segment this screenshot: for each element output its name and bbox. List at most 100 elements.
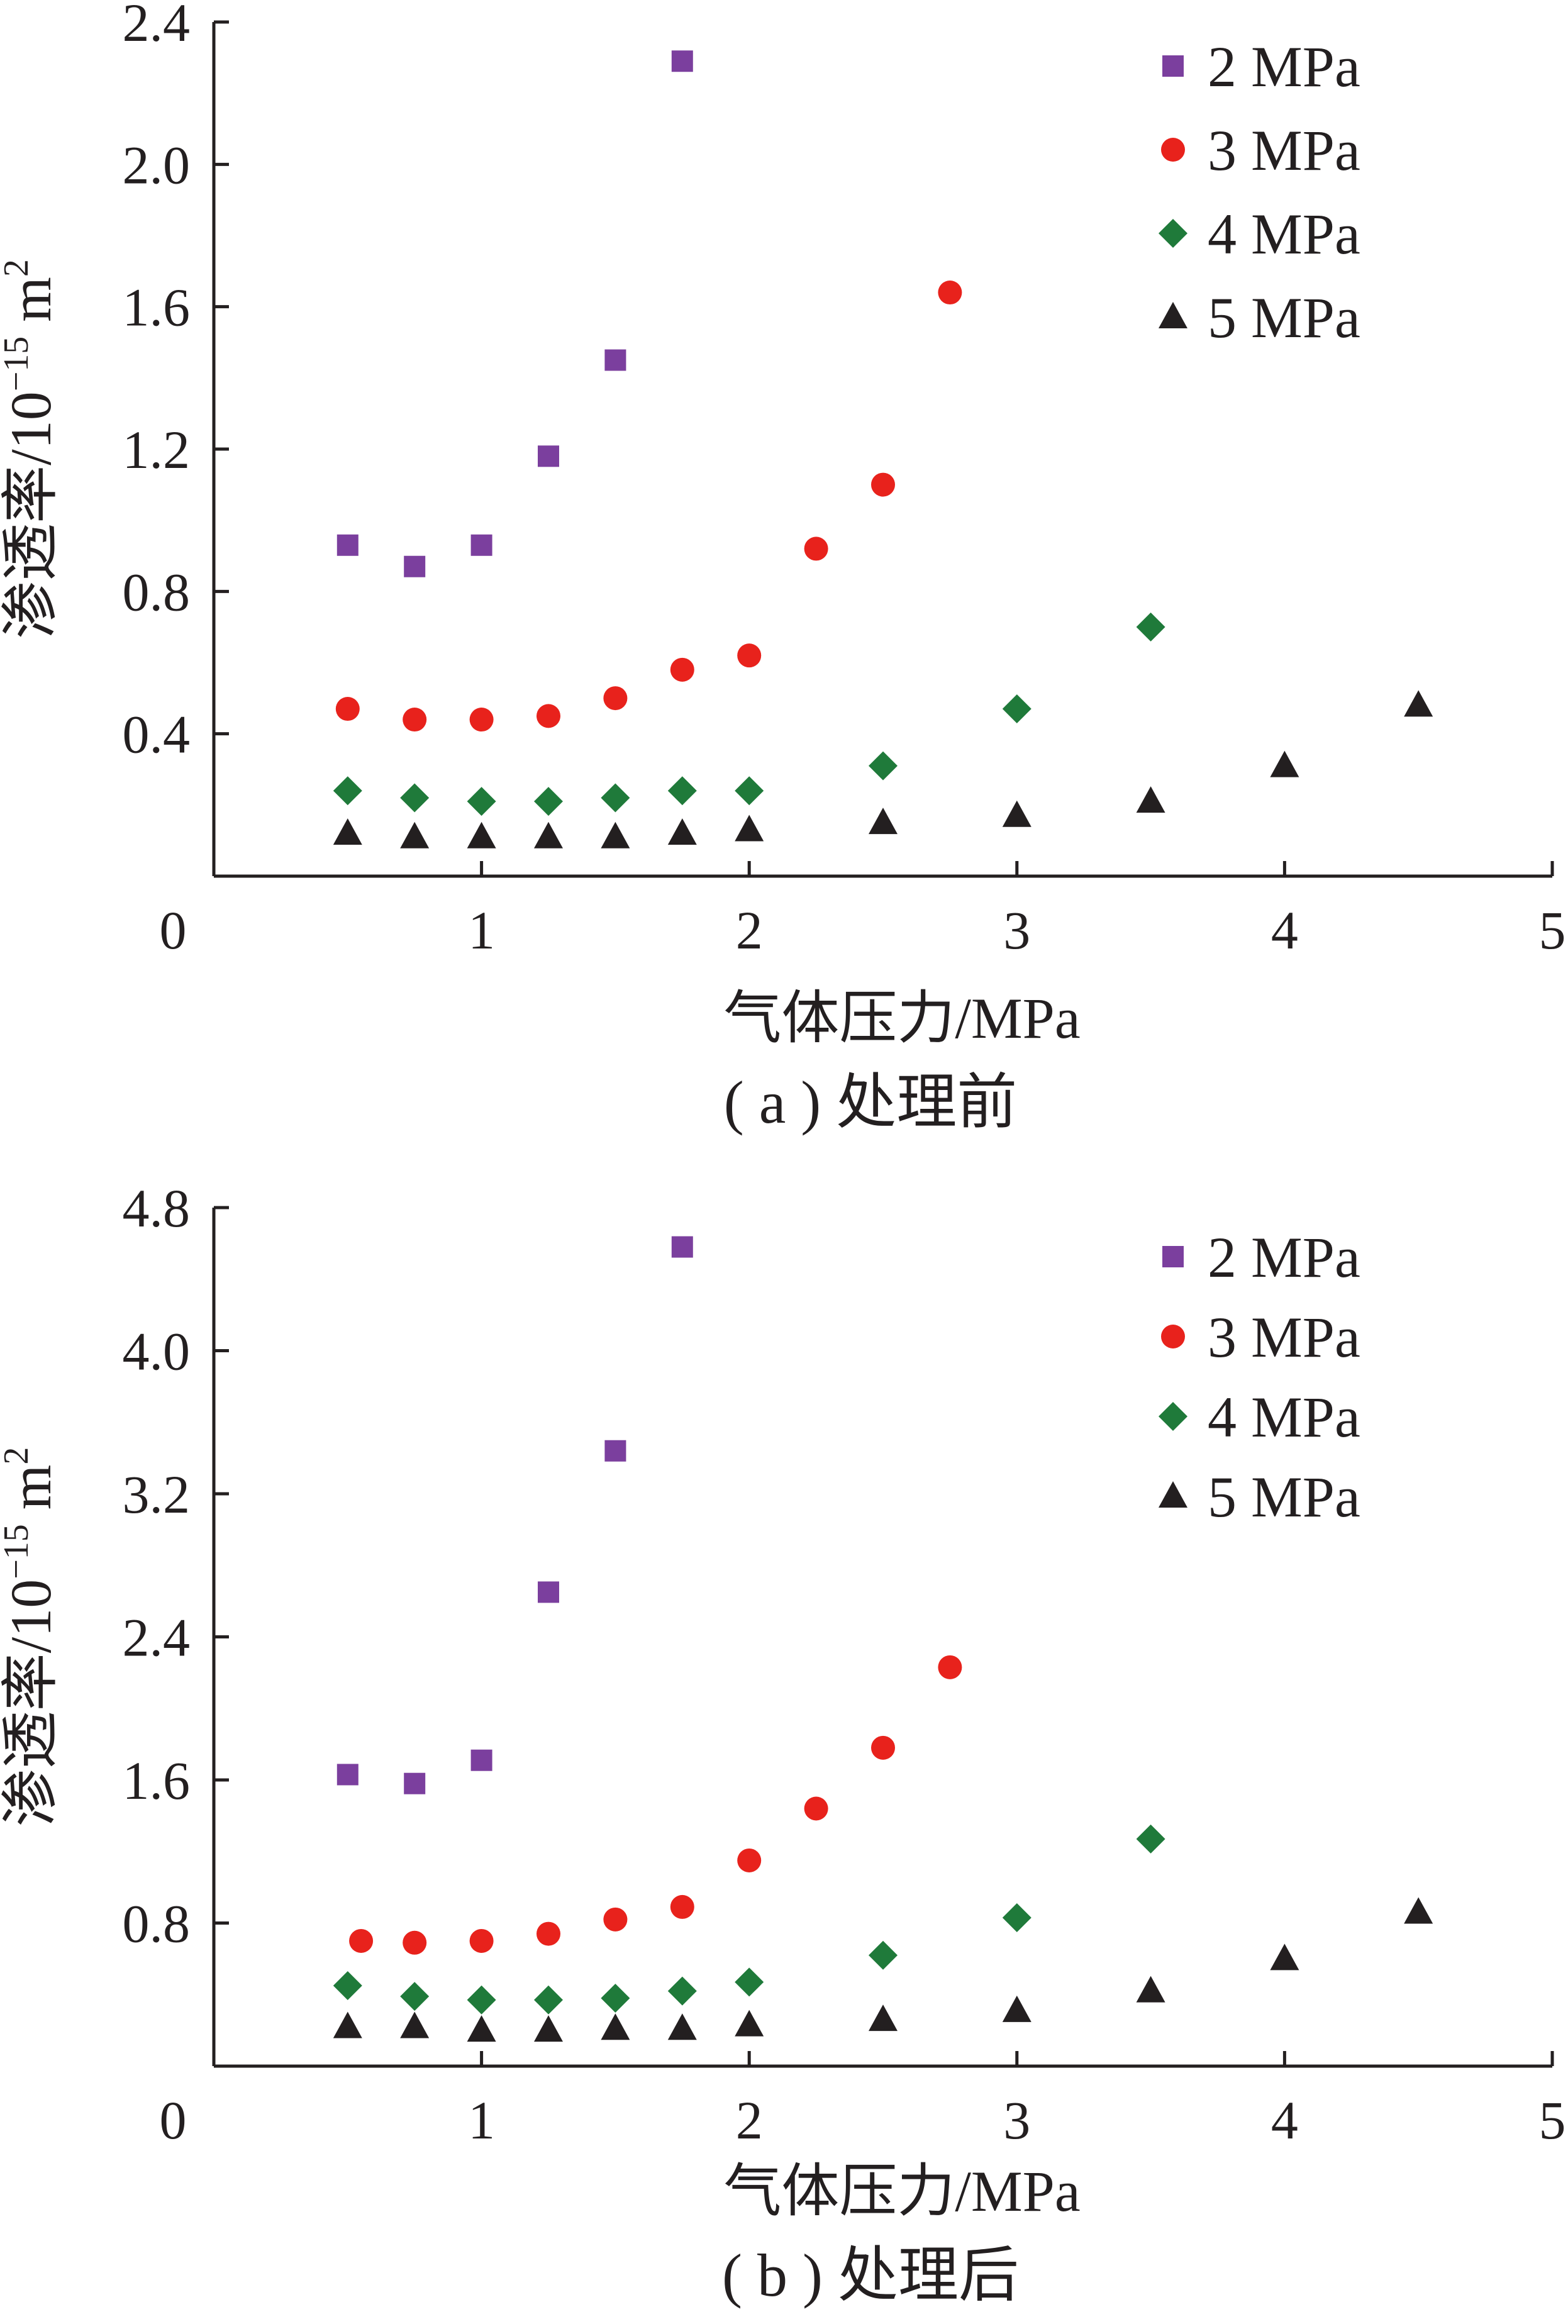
data-point: [534, 2015, 563, 2042]
y-axis-title-exponent: −15: [0, 1524, 36, 1579]
x-tick-label: 5: [1539, 2090, 1566, 2150]
legend-marker: [1159, 1402, 1187, 1431]
data-point: [603, 686, 628, 711]
data-point: [1270, 1943, 1299, 1971]
y-axis-title-unit: m: [0, 277, 63, 336]
legend-marker: [1161, 138, 1185, 162]
y-axis-title-unit-exponent: 2: [0, 259, 36, 277]
data-point: [869, 1940, 898, 1970]
data-point: [938, 281, 962, 305]
y-tick-label: 4.0: [123, 1321, 191, 1382]
data-point: [400, 783, 430, 813]
data-point: [335, 697, 360, 721]
data-point: [869, 751, 898, 781]
data-point: [871, 472, 895, 497]
data-point: [467, 2015, 496, 2042]
series-0: [336, 1236, 693, 1794]
series-1: [349, 1655, 962, 1955]
x-tick-label: 2: [736, 2090, 763, 2150]
data-point: [871, 1735, 895, 1760]
legend: 2 MPa 3 MPa 4 MPa 5 MPa: [1159, 35, 1360, 350]
data-point: [670, 657, 694, 682]
data-point: [537, 704, 560, 728]
data-point: [604, 349, 626, 371]
legend: 2 MPa 3 MPa 4 MPa 5 MPa: [1159, 1225, 1360, 1529]
chart-a: 0 1 2 3 4 5 0.4 0.8 1.2 1.6 2.0 2.4 2 MPa 3 MPa 4 MPa 5…: [0, 0, 1566, 1136]
data-point: [737, 643, 762, 668]
data-point: [869, 2004, 898, 2032]
data-point: [938, 1655, 962, 1679]
x-tick-label: 4: [1271, 900, 1298, 960]
subfigure-caption: ( a ) 处理前: [724, 1069, 1018, 1136]
x-tick-label: 0: [160, 900, 187, 960]
y-tick-label: 1.6: [123, 1750, 191, 1811]
series-2: [333, 1824, 1165, 2015]
x-tick-label: 1: [468, 2090, 495, 2150]
data-point: [336, 1764, 359, 1786]
data-point: [737, 1848, 762, 1872]
data-point: [735, 2010, 764, 2037]
x-tick-label: 3: [1003, 900, 1030, 960]
data-point: [601, 821, 630, 848]
series-0: [336, 50, 693, 577]
data-point: [1404, 1897, 1433, 1924]
data-point: [404, 555, 426, 577]
y-axis-title-exponent: −15: [0, 336, 36, 392]
data-point: [333, 776, 362, 806]
y-tick-label: 2.4: [123, 1608, 191, 1668]
legend-label: 4 MPa: [1208, 202, 1360, 266]
data-point: [336, 534, 359, 556]
legend-marker: [1159, 302, 1187, 328]
subfigure-caption: ( b ) 处理后: [722, 2242, 1019, 2309]
legend-marker: [1162, 55, 1184, 77]
data-point: [469, 708, 494, 732]
legend-label: 2 MPa: [1208, 35, 1360, 99]
y-tick-label: 2.4: [123, 0, 191, 53]
x-axis-title: 气体压力/MPa: [723, 2159, 1080, 2223]
data-point: [1136, 1976, 1165, 2003]
data-point: [1404, 690, 1433, 717]
data-point: [1002, 800, 1031, 827]
data-point: [1136, 612, 1165, 642]
y-tick-label: 2.0: [123, 135, 191, 195]
data-point: [735, 1967, 764, 1997]
legend-label: 4 MPa: [1208, 1385, 1360, 1449]
legend-marker: [1161, 1325, 1185, 1348]
x-tick-label: 0: [160, 2090, 187, 2150]
data-point: [670, 1894, 694, 1919]
data-point: [667, 818, 697, 845]
series-3: [333, 1897, 1433, 2042]
data-point: [538, 445, 559, 467]
data-point: [671, 50, 693, 72]
y-axis-title-unit-exponent: 2: [0, 1447, 36, 1465]
legend-label: 5 MPa: [1208, 1465, 1360, 1529]
data-point: [667, 1976, 697, 2006]
data-point: [671, 1236, 693, 1258]
data-point: [534, 787, 563, 816]
x-tick-label: 1: [468, 900, 495, 960]
data-point: [667, 776, 697, 806]
data-point: [538, 1581, 559, 1603]
data-point: [349, 1928, 374, 1953]
data-point: [470, 534, 492, 556]
legend-marker: [1159, 1481, 1187, 1508]
y-axis-title-main: 渗透率/10: [0, 1579, 63, 1827]
data-point: [467, 787, 496, 816]
data-point: [1136, 786, 1165, 813]
x-tick-label: 2: [736, 900, 763, 960]
data-point: [601, 2013, 630, 2040]
data-point: [804, 1796, 828, 1821]
x-axis-title: 气体压力/MPa: [723, 986, 1080, 1050]
data-point: [735, 815, 764, 842]
y-tick-label: 0.4: [123, 704, 191, 765]
data-point: [400, 1982, 430, 2011]
data-point: [601, 1983, 630, 2013]
x-tick-label: 3: [1003, 2090, 1030, 2150]
data-point: [537, 1921, 560, 1946]
data-point: [404, 1772, 426, 1794]
data-point: [400, 2011, 430, 2038]
legend-label: 5 MPa: [1208, 286, 1360, 350]
data-point: [601, 783, 630, 813]
data-point: [333, 1971, 362, 2001]
